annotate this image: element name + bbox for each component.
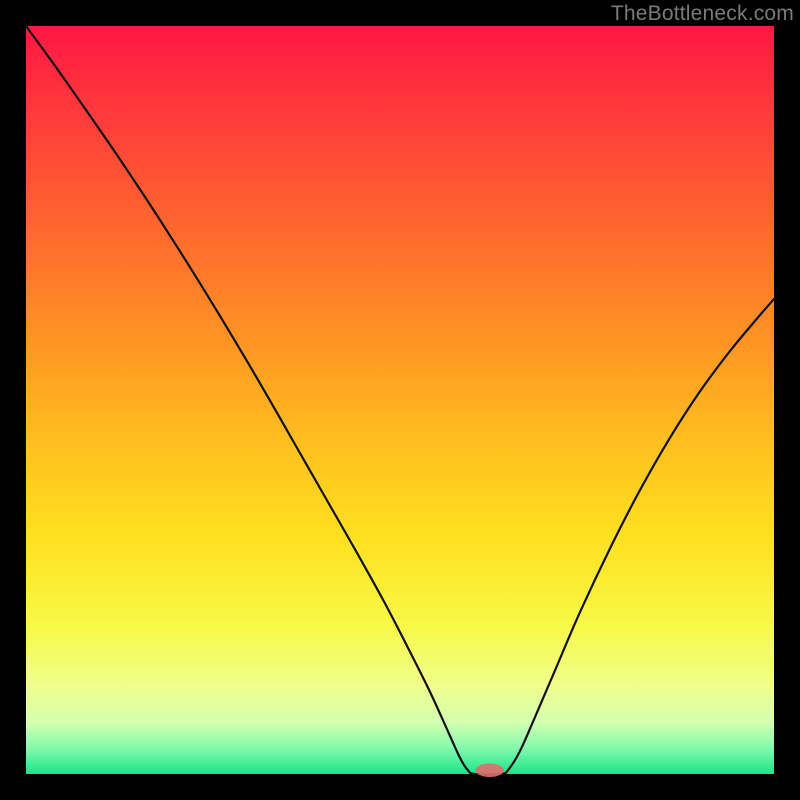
optimum-marker bbox=[476, 764, 504, 777]
plot-area bbox=[26, 26, 774, 774]
chart-frame: TheBottleneck.com bbox=[0, 0, 800, 800]
bottleneck-curve-chart bbox=[0, 0, 800, 800]
watermark-text: TheBottleneck.com bbox=[611, 2, 794, 26]
